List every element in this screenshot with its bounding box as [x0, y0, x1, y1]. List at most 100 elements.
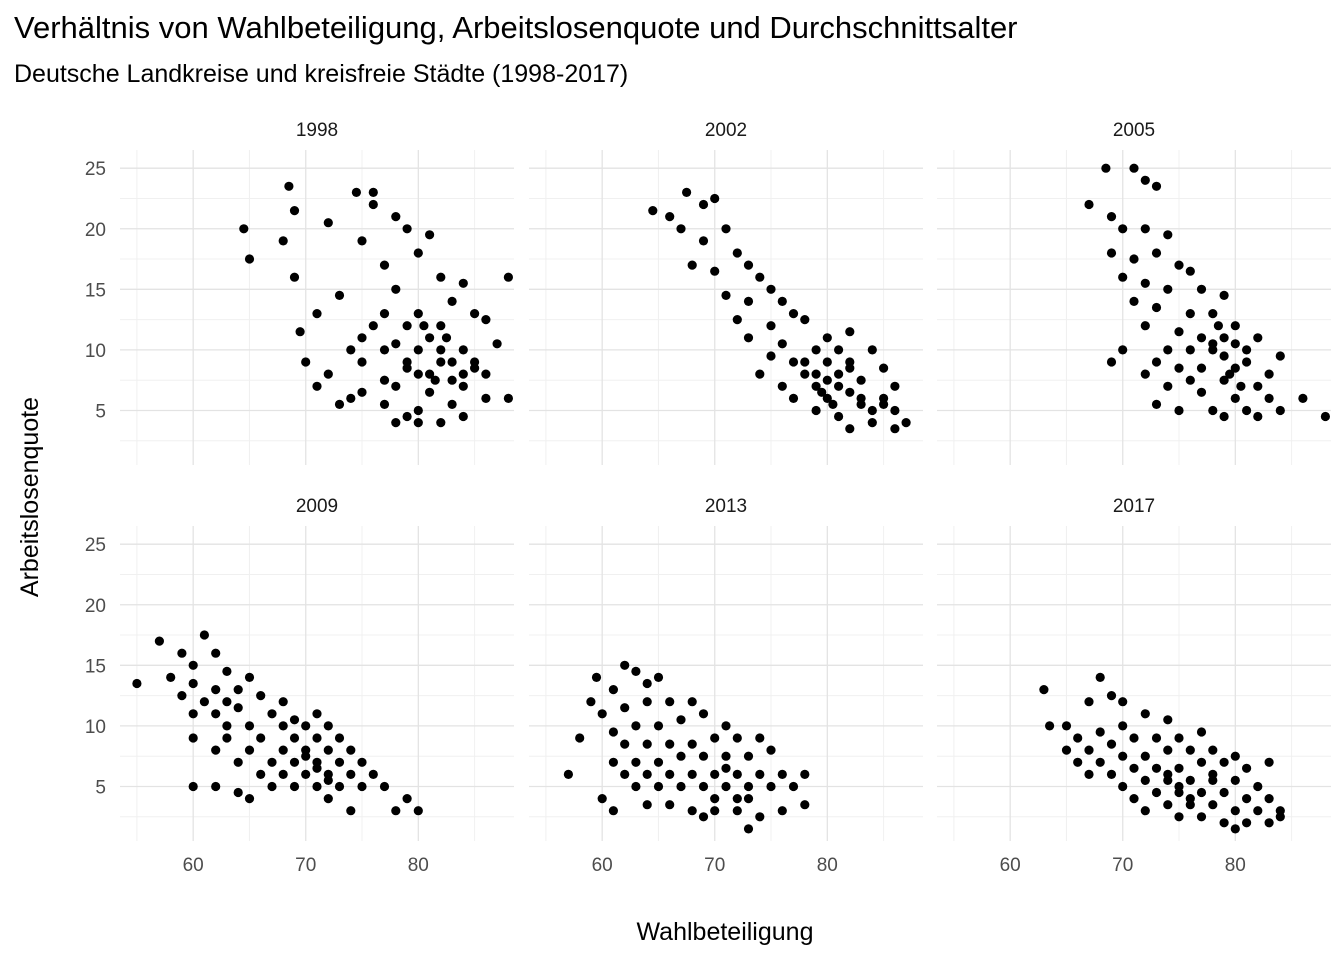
data-point: [379, 345, 390, 355]
data-point: [1095, 727, 1105, 737]
data-point: [289, 206, 300, 216]
data-point: [188, 678, 198, 689]
data-point: [653, 757, 664, 767]
data-point: [1151, 357, 1162, 367]
data-point: [284, 181, 294, 191]
data-point: [687, 697, 697, 707]
data-point: [1163, 230, 1173, 240]
data-point: [777, 806, 787, 816]
data-point: [278, 721, 288, 731]
data-point: [239, 224, 249, 234]
data-point: [1084, 697, 1094, 707]
data-point: [379, 399, 390, 409]
data-point: [1151, 763, 1162, 773]
data-point: [1196, 387, 1207, 397]
data-point: [721, 763, 731, 773]
data-point: [425, 230, 435, 240]
data-point: [811, 345, 821, 355]
data-point: [732, 794, 742, 804]
data-point: [732, 806, 742, 816]
data-point: [211, 781, 221, 792]
data-point: [1129, 163, 1139, 173]
data-point: [402, 321, 412, 331]
y-tick-label: 5: [95, 401, 106, 422]
data-point: [1253, 381, 1263, 391]
y-tick-label: 5: [95, 777, 106, 798]
data-point: [608, 685, 619, 695]
data-point: [323, 721, 333, 731]
data-point: [1118, 781, 1128, 792]
y-tick-label: 10: [85, 341, 106, 362]
data-point: [597, 709, 607, 719]
data-point: [436, 418, 446, 428]
data-point: [436, 357, 446, 367]
chart-title: Verhältnis von Wahlbeteiligung, Arbeitsl…: [14, 10, 1018, 45]
data-point: [1095, 672, 1105, 683]
data-point: [743, 333, 754, 343]
data-point: [1275, 405, 1285, 416]
data-point: [334, 733, 345, 743]
data-point: [1230, 806, 1240, 816]
data-point: [1242, 345, 1252, 355]
data-point: [267, 757, 277, 767]
data-point: [743, 824, 754, 834]
data-point: [1230, 393, 1240, 403]
data-point: [323, 794, 333, 804]
data-point: [1230, 339, 1240, 349]
y-axis-title: Arbeitslosenquote: [16, 397, 44, 597]
data-point: [1039, 685, 1049, 695]
data-point: [743, 296, 754, 306]
x-tick-label: 70: [704, 855, 725, 876]
data-point: [755, 272, 765, 282]
data-point: [1253, 806, 1263, 816]
data-point: [278, 697, 288, 707]
data-point: [676, 781, 686, 792]
data-point: [188, 781, 198, 792]
data-point: [267, 709, 277, 719]
data-point: [436, 272, 446, 282]
data-point: [800, 357, 810, 367]
data-point: [822, 375, 832, 385]
data-point: [1140, 175, 1150, 185]
data-point: [1140, 775, 1150, 786]
data-point: [631, 666, 641, 677]
data-point: [867, 418, 877, 428]
chart-subtitle: Deutsche Landkreise und kreisfreie Städt…: [14, 60, 629, 88]
data-point: [732, 769, 742, 780]
data-point: [1230, 321, 1240, 331]
data-point: [1253, 411, 1263, 422]
data-point: [856, 393, 866, 403]
data-point: [608, 806, 619, 816]
data-point: [379, 260, 390, 270]
data-point: [430, 375, 440, 385]
data-point: [188, 709, 198, 719]
data-point: [777, 339, 787, 349]
data-point: [1196, 812, 1207, 822]
data-point: [1219, 411, 1229, 422]
data-point: [1264, 794, 1274, 804]
data-point: [1151, 248, 1162, 258]
data-point: [1118, 224, 1128, 234]
data-point: [867, 345, 877, 355]
data-point: [1264, 393, 1274, 403]
data-point: [653, 721, 664, 731]
data-point: [676, 224, 686, 234]
data-point: [822, 393, 832, 403]
data-point: [648, 206, 658, 216]
data-point: [211, 648, 221, 658]
data-point: [575, 733, 585, 743]
data-point: [710, 193, 720, 204]
data-point: [811, 405, 821, 416]
data-point: [1106, 739, 1117, 749]
data-point: [631, 757, 641, 767]
data-point: [766, 351, 776, 361]
data-point: [1140, 321, 1150, 331]
data-point: [1264, 818, 1274, 828]
data-point: [1140, 278, 1150, 288]
y-tick-label: 20: [85, 220, 106, 241]
data-point: [458, 369, 468, 379]
data-point: [425, 387, 435, 397]
data-point: [1101, 163, 1111, 173]
data-point: [665, 739, 675, 749]
data-point: [1174, 405, 1184, 416]
